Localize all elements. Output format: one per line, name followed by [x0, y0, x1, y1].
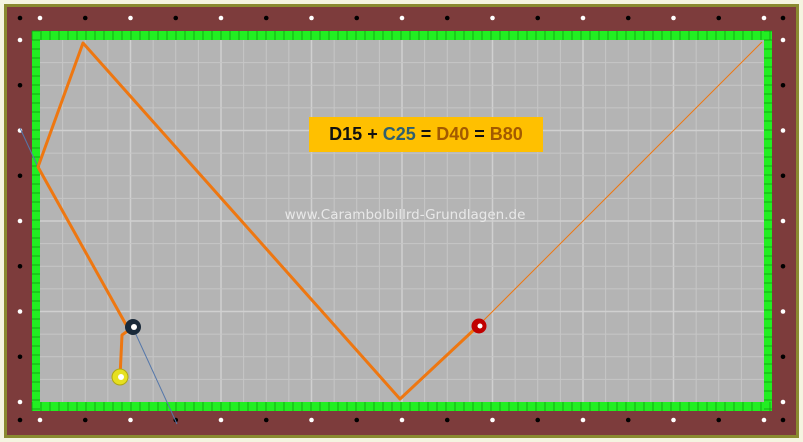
aim-line-left: [19, 127, 39, 168]
diamond: [780, 399, 786, 405]
diamond: [218, 15, 224, 21]
diamond: [82, 15, 88, 21]
diamond: [580, 417, 586, 423]
diamond: [535, 15, 541, 21]
diamond: [780, 354, 786, 360]
diamond: [263, 15, 269, 21]
diamond: [309, 417, 314, 423]
formula-part4: B80: [489, 124, 523, 144]
diamond: [17, 354, 23, 360]
diamond: [17, 309, 23, 314]
diamond: [17, 173, 23, 179]
formula-part3: D40: [436, 124, 470, 144]
diamond: [671, 15, 676, 21]
diamond: [780, 417, 786, 423]
diamond: [761, 417, 767, 423]
formula-part1: D15: [329, 124, 363, 144]
aim-line-cue: [132, 327, 178, 425]
diamond: [780, 128, 786, 133]
diamond: [671, 417, 676, 423]
formula-eq1: =: [415, 124, 437, 144]
diamond: [716, 15, 722, 21]
red-ball[interactable]: [471, 318, 487, 334]
diamond: [173, 15, 179, 21]
black-ball[interactable]: [125, 319, 141, 335]
diamond: [490, 15, 495, 21]
yellow-ball[interactable]: [111, 368, 129, 386]
diamond: [490, 417, 495, 423]
diamond: [309, 15, 314, 21]
diamond: [17, 417, 23, 423]
diamond: [535, 417, 541, 423]
diamond: [37, 15, 43, 21]
grid-lines: [40, 40, 764, 402]
diamond: [128, 417, 133, 423]
diamond: [17, 15, 23, 21]
diamond: [354, 15, 360, 21]
diamond: [761, 15, 767, 21]
diamond: [82, 417, 88, 423]
diamond: [780, 82, 786, 88]
diamond: [128, 15, 133, 21]
diamond: [17, 82, 23, 88]
diamond: [780, 218, 786, 224]
diamond: [625, 15, 631, 21]
ball-path: [36, 41, 480, 401]
diamond: [780, 15, 786, 21]
diamond: [780, 263, 786, 269]
diamond: [444, 417, 450, 423]
cushion-segments: [31, 30, 772, 411]
diamond: [37, 417, 43, 423]
diamond: [17, 263, 23, 269]
formula-box: D15 + C25 = D40 = B80: [309, 117, 543, 152]
diamond: [17, 399, 23, 405]
diamond: [625, 417, 631, 423]
diamond: [218, 417, 224, 423]
watermark: www.Carambolbillrd-Grundlagen.de: [284, 207, 526, 223]
diamond: [780, 37, 786, 43]
diamond: [17, 218, 23, 224]
thin-reference-line: [477, 41, 763, 327]
diamond-markers: [17, 15, 786, 423]
diamond: [780, 309, 786, 314]
formula-plus: +: [362, 124, 383, 144]
diamond: [17, 37, 23, 43]
diamond: [354, 417, 360, 423]
diamond: [399, 15, 405, 21]
diamond: [780, 173, 786, 179]
formula-part2: C25: [382, 124, 416, 144]
diamond: [716, 417, 722, 423]
diamond: [580, 15, 586, 21]
diamond: [263, 417, 269, 423]
diamond: [444, 15, 450, 21]
diamond: [399, 417, 405, 423]
formula-eq2: =: [469, 124, 490, 144]
